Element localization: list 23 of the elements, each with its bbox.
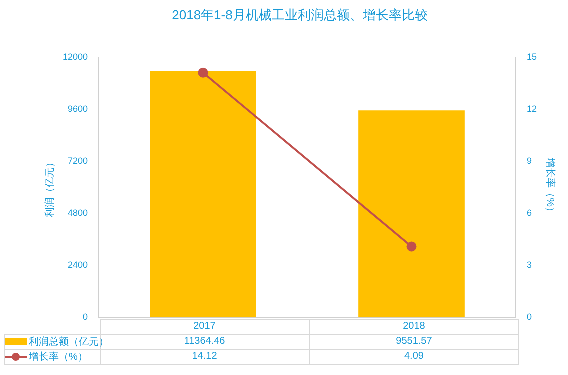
data-label: 9551.57 <box>309 334 519 350</box>
y-tick-label: 9600 <box>68 104 88 114</box>
legend-label: 增长率（%） <box>29 352 88 363</box>
y2-tick-label: 0 <box>526 312 532 322</box>
data-label: 4.09 <box>309 349 519 364</box>
y-tick-label: 0 <box>83 312 88 322</box>
data-label: 11364.46 <box>184 336 226 348</box>
legend-label: 利润总额（亿元） <box>29 336 109 348</box>
y2-tick-label: 6 <box>526 208 532 218</box>
y-tick-label: 4800 <box>68 208 88 218</box>
y-tick-label: 7200 <box>68 156 88 166</box>
y-tick-label: 12000 <box>62 52 88 62</box>
y2-tick-label: 15 <box>526 52 538 62</box>
y2-tick-label: 12 <box>526 104 538 114</box>
y-axis-title: 利润（亿元） <box>44 158 56 218</box>
y2-tick-label: 9 <box>526 156 532 166</box>
y2-axis-title: 增长率（%） <box>544 157 556 218</box>
x-tick-label: 2018 <box>309 319 519 334</box>
x-tick-label: 2017 <box>100 319 310 334</box>
data-label: 14.12 <box>100 349 310 364</box>
y-tick-label: 2400 <box>68 260 88 270</box>
chart-title: 2018年1-8月机械工业利润总额、增长率比较 <box>172 7 428 22</box>
y2-tick-label: 3 <box>526 260 532 270</box>
